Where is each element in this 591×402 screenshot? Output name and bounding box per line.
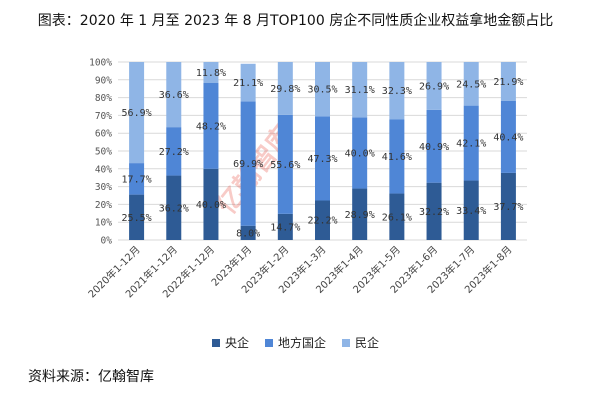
bar-segment [352,188,368,240]
data-label: 25.5% [122,213,152,224]
data-label: 40.4% [493,132,523,143]
bar-segment [166,62,182,128]
data-label: 56.9% [122,108,152,119]
bar-segment [277,213,293,240]
bar-segment [129,194,145,240]
data-label: 47.3% [307,154,337,165]
bar-segment [315,116,330,201]
legend-swatch-private [342,338,350,347]
bar-segment [426,109,442,183]
bar-segment [240,101,256,226]
bar-segment [315,62,330,117]
data-label: 48.2% [196,121,226,132]
data-label: 40.0% [345,148,375,159]
bar-segment [463,62,479,106]
bar-segment [277,62,293,115]
bar-segment [315,200,330,240]
data-label: 36.2% [159,203,189,214]
bar-segment [389,193,405,240]
data-label: 30.5% [307,85,337,96]
y-tick-label: 10% [95,218,112,229]
data-label: 11.8% [196,68,226,79]
bar-segment [500,62,516,101]
bar-segment [166,127,182,176]
bar-segment [352,62,368,118]
data-label: 17.7% [122,174,152,185]
y-tick-label: 60% [95,129,112,140]
bar-segment [500,172,516,240]
bar-segment [129,163,145,195]
y-tick-label: 70% [95,111,112,122]
legend-swatch-central [211,338,220,347]
data-label: 32.3% [382,86,412,97]
bar-segment [426,182,442,240]
bar-segment [203,83,219,169]
data-label: 41.6% [382,152,412,163]
bar-segment [240,63,256,102]
data-label: 28.9% [345,210,375,221]
bar-segment [463,105,479,181]
legend-label-local: 地方国企 [277,336,326,350]
bar-segment [166,175,182,240]
bar-segment [277,114,293,214]
data-label: 37.7% [493,202,523,213]
y-tick-label: 30% [95,182,112,193]
y-tick-label: 100% [89,58,112,69]
bar-segment [389,119,405,194]
bar-segment [389,62,405,120]
bar-segment [500,100,516,173]
bar-segment [203,62,219,84]
legend-swatch-local [264,338,273,347]
bar-segment [426,62,442,110]
data-label: 26.1% [382,212,412,223]
bar-segment [463,180,479,240]
data-label: 21.9% [493,77,523,88]
data-label: 21.1% [233,78,263,89]
data-label: 42.1% [456,139,486,150]
y-tick-label: 50% [95,147,112,158]
legend: 央企 地方国企 民企 [0,334,591,351]
legend-label-central: 央企 [224,336,249,350]
y-tick-label: 80% [95,93,112,104]
data-label: 69.9% [233,159,263,170]
data-label: 27.2% [159,147,189,158]
bar-segment [352,117,368,189]
data-label: 55.6% [270,160,300,171]
data-label: 32.2% [419,207,449,218]
chart-title: 图表：2020 年 1 月至 2023 年 8 月TOP100 房企不同性质企业… [37,13,554,29]
source-note: 资料来源：亿翰智库 [28,369,154,385]
bar-segment [203,168,219,240]
bar-segment [240,225,256,240]
bar-segment [129,62,145,164]
data-label: 40.0% [196,200,226,211]
data-label: 14.7% [270,222,300,233]
y-tick-label: 90% [95,75,112,86]
data-label: 31.1% [345,85,375,96]
data-label: 40.9% [419,142,449,153]
data-label: 36.6% [159,90,189,101]
y-tick-label: 0% [101,236,113,247]
legend-item-private: 民企 [342,334,379,351]
legend-item-central: 央企 [211,334,249,351]
data-label: 22.2% [307,216,337,227]
data-label: 26.9% [419,81,449,92]
data-label: 8.0% [236,228,260,239]
y-tick-label: 20% [95,200,112,211]
data-label: 24.5% [456,79,486,90]
legend-label-private: 民企 [355,336,380,350]
legend-item-local: 地方国企 [264,334,326,351]
data-label: 33.4% [456,206,486,217]
y-tick-label: 40% [95,164,112,175]
data-label: 29.8% [270,84,300,95]
